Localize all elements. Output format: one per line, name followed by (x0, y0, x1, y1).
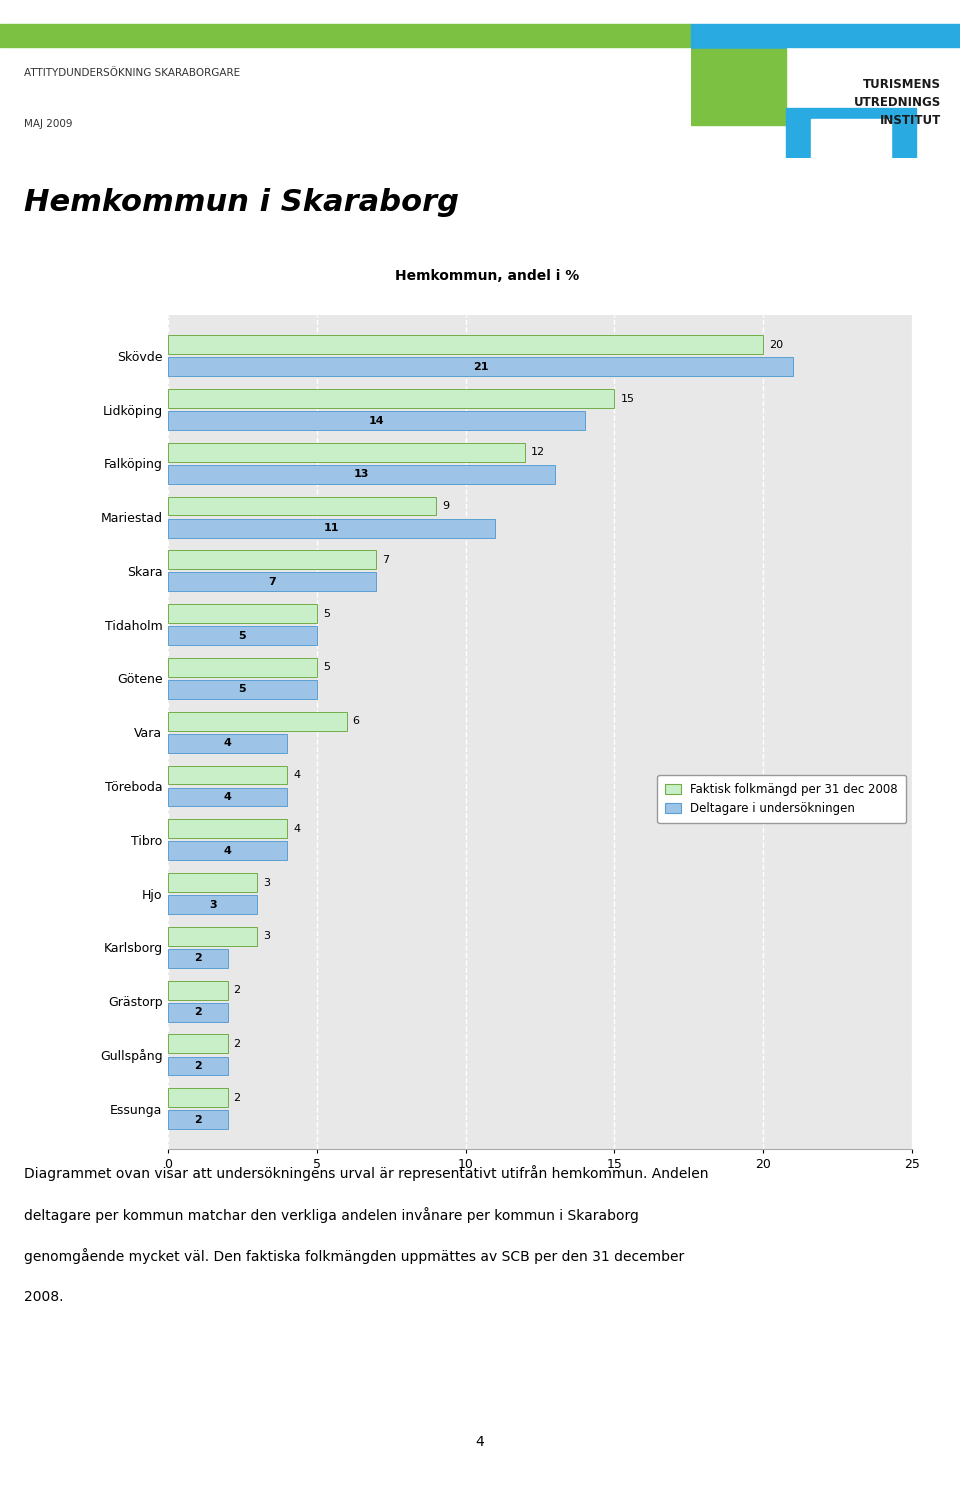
Text: genomgående mycket väl. Den faktiska folkmängden uppmättes av SCB per den 31 dec: genomgående mycket väl. Den faktiska fol… (24, 1248, 684, 1265)
Bar (691, 48, 786, 125)
Text: 3: 3 (263, 931, 270, 942)
Bar (168, 626, 317, 644)
Text: 21: 21 (472, 362, 489, 372)
Bar (168, 550, 376, 569)
Bar (811, 119, 891, 158)
Bar (168, 497, 436, 515)
Text: 20: 20 (769, 339, 783, 350)
Text: 5: 5 (323, 608, 329, 619)
Text: 2: 2 (194, 1060, 202, 1071)
Text: 12: 12 (531, 448, 545, 457)
Bar (168, 981, 228, 999)
Text: 4: 4 (224, 739, 231, 748)
Text: 14: 14 (369, 416, 384, 425)
Text: 13: 13 (353, 469, 370, 479)
Bar (168, 927, 257, 946)
Bar (168, 787, 287, 807)
Text: TURISMENS
UTREDNINGS
INSTITUT: TURISMENS UTREDNINGS INSTITUT (853, 78, 941, 128)
Text: 4: 4 (224, 846, 231, 856)
Bar (168, 895, 257, 915)
Text: 4: 4 (293, 771, 300, 780)
Text: 7: 7 (268, 577, 276, 587)
Bar (168, 841, 287, 861)
Text: 3: 3 (209, 900, 216, 910)
Bar (168, 766, 287, 784)
Text: deltagare per kommun matchar den verkliga andelen invånare per kommun i Skarabor: deltagare per kommun matchar den verklig… (24, 1206, 638, 1223)
Text: 3: 3 (263, 877, 270, 888)
Bar (786, 108, 916, 158)
Bar (168, 604, 317, 623)
Bar (168, 412, 585, 430)
Bar (168, 357, 793, 376)
Text: Hemkommun, andel i %: Hemkommun, andel i % (396, 269, 580, 282)
Text: 4: 4 (293, 823, 300, 834)
Text: Hemkommun i Skaraborg: Hemkommun i Skaraborg (24, 188, 459, 218)
Bar (168, 873, 257, 892)
Text: 4: 4 (475, 1434, 485, 1449)
Bar (168, 389, 614, 409)
Text: 2: 2 (233, 1092, 241, 1102)
Bar (0, 24, 691, 47)
Text: MAJ 2009: MAJ 2009 (24, 120, 73, 129)
Text: 5: 5 (239, 631, 246, 641)
Bar (691, 24, 960, 47)
Text: 4: 4 (224, 792, 231, 802)
Polygon shape (657, 0, 786, 48)
Legend: Faktisk folkmängd per 31 dec 2008, Deltagare i undersökningen: Faktisk folkmängd per 31 dec 2008, Delta… (658, 775, 906, 823)
Text: 5: 5 (239, 685, 246, 694)
Text: 7: 7 (382, 554, 390, 565)
Text: Diagrammet ovan visar att undersökningens urval är representativt utifrån hemkom: Diagrammet ovan visar att undersökningen… (24, 1166, 708, 1181)
Bar (168, 1110, 228, 1130)
Bar (168, 949, 228, 967)
Bar (168, 466, 555, 484)
Bar (168, 1003, 228, 1021)
Bar (168, 443, 525, 461)
Text: 2: 2 (233, 1039, 241, 1048)
Bar (168, 1056, 228, 1075)
Bar (168, 680, 317, 698)
Bar (168, 335, 763, 354)
Bar (168, 518, 495, 538)
Bar (168, 712, 347, 730)
Text: 2: 2 (194, 1114, 202, 1125)
Text: 11: 11 (324, 523, 340, 533)
Text: 15: 15 (620, 394, 635, 404)
Bar (168, 1035, 228, 1053)
Bar (168, 1089, 228, 1107)
Text: 2: 2 (194, 954, 202, 963)
Text: 2: 2 (194, 1008, 202, 1017)
Text: 2: 2 (233, 985, 241, 996)
Bar (168, 572, 376, 592)
Bar (168, 734, 287, 753)
Text: ATTITYDUNDERSÖKNING SKARABORGARE: ATTITYDUNDERSÖKNING SKARABORGARE (24, 68, 240, 78)
Text: 2008.: 2008. (24, 1290, 63, 1304)
Bar (168, 820, 287, 838)
Bar (168, 658, 317, 677)
Text: 6: 6 (352, 716, 359, 725)
Text: 5: 5 (323, 662, 329, 673)
Text: 9: 9 (442, 502, 449, 511)
